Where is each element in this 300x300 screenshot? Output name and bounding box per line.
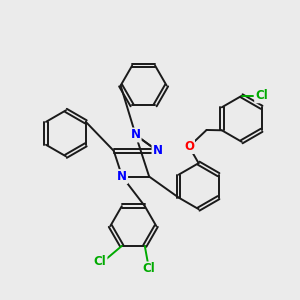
Text: O: O xyxy=(184,140,194,153)
Text: Cl: Cl xyxy=(142,262,155,275)
Text: N: N xyxy=(130,128,141,142)
Text: N: N xyxy=(152,144,163,158)
Text: N: N xyxy=(117,170,127,183)
Text: Cl: Cl xyxy=(255,89,268,102)
Text: Cl: Cl xyxy=(94,255,106,268)
